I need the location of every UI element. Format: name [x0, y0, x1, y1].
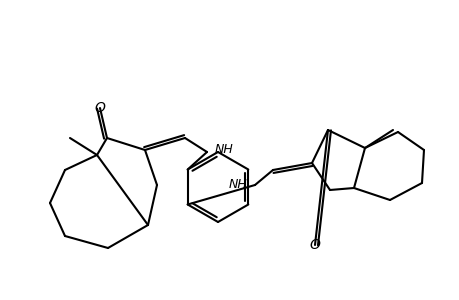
Text: NH: NH: [228, 178, 246, 191]
Text: NH: NH: [214, 142, 233, 155]
Text: O: O: [95, 101, 105, 115]
Text: O: O: [309, 238, 320, 252]
